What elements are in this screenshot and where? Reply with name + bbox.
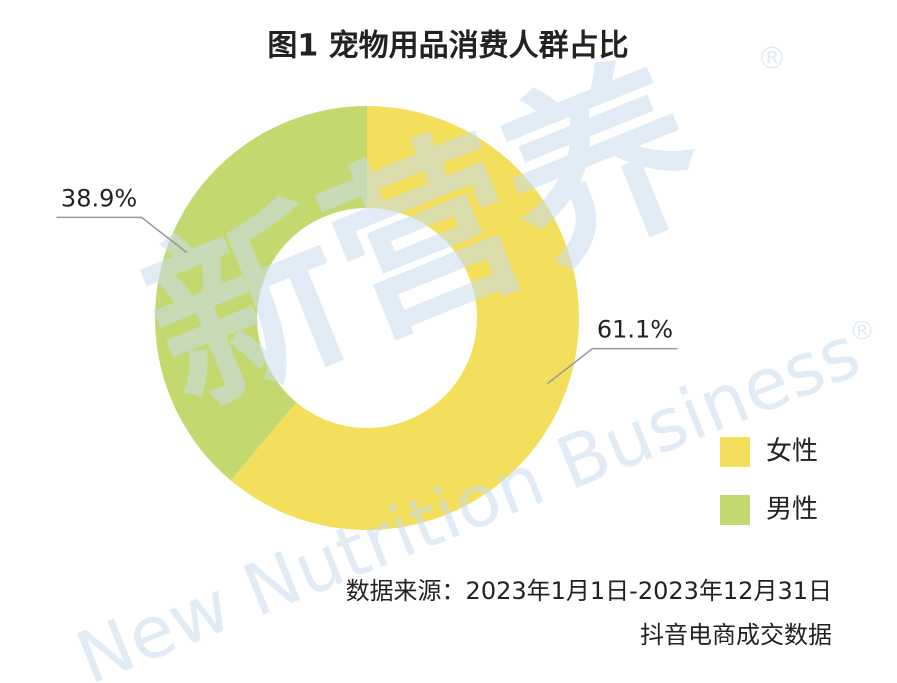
legend-label: 男性 [766,495,818,525]
donut-segment [230,106,580,530]
source-line: 数据来源：2023年1月1日-2023年12月31日 [346,577,832,605]
data-label: 61.1% [597,316,673,344]
donut-segment [155,106,367,481]
leader-line [546,347,678,385]
chart-title: 图1 宠物用品消费人群占比 [267,29,628,64]
plot [155,106,580,530]
data-label: 38.9% [61,184,137,212]
legend-swatch [720,495,750,525]
source-line: 抖音电商成交数据 [640,621,832,649]
legend-label: 女性 [766,437,818,467]
legend-swatch [720,437,750,467]
watermark-mark: ® [849,317,875,347]
watermark-mark: ® [757,42,787,77]
leader-line [56,216,188,253]
